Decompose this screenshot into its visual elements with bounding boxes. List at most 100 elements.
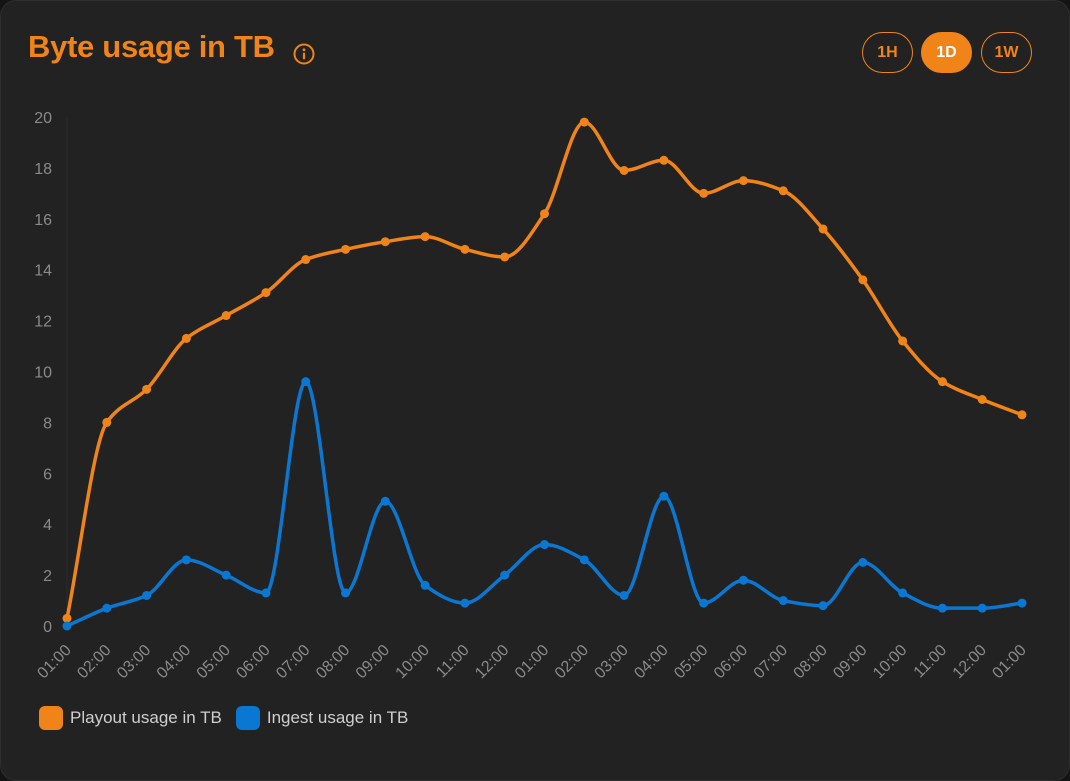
playout-data-point: [898, 336, 908, 346]
info-icon[interactable]: [293, 43, 315, 65]
ingest-data-point: [380, 496, 390, 506]
playout-data-point: [380, 237, 390, 247]
ingest-data-point: [858, 557, 868, 567]
playout-data-point: [221, 311, 231, 321]
ingest-data-point: [261, 588, 271, 598]
y-tick-label: 12: [34, 314, 52, 331]
y-tick-label: 6: [43, 466, 52, 483]
playout-data-point: [619, 165, 629, 175]
x-tick-label: 02:00: [552, 642, 592, 682]
ingest-data-point: [699, 598, 709, 608]
x-tick-label: 04:00: [631, 642, 671, 682]
ingest-data-point: [181, 555, 191, 565]
x-tick-label: 07:00: [273, 642, 313, 682]
x-tick-label: 08:00: [313, 642, 353, 682]
playout-data-point: [540, 209, 549, 219]
x-tick-label: 07:00: [751, 642, 791, 682]
playout-data-point: [142, 384, 152, 394]
ingest-data-point: [62, 621, 72, 631]
legend-item-playout[interactable]: Playout usage in TB: [39, 706, 222, 730]
playout-data-point: [102, 417, 112, 427]
playout-data-point: [420, 232, 430, 242]
x-tick-label: 04:00: [154, 642, 194, 682]
ingest-data-point: [540, 540, 549, 550]
playout-data-point: [579, 117, 589, 127]
playout-data-point: [699, 188, 709, 198]
playout-data-point: [659, 155, 669, 165]
ingest-data-point: [977, 603, 987, 613]
playout-data-point: [858, 275, 868, 285]
playout-data-point: [977, 394, 987, 404]
ingest-series-line: [65, 379, 1024, 628]
x-tick-label: 05:00: [194, 642, 234, 682]
x-tick-label: 10:00: [870, 642, 910, 682]
y-tick-label: 14: [34, 263, 52, 280]
ingest-data-point: [420, 580, 430, 590]
ingest-data-point: [102, 603, 112, 613]
x-tick-label: 05:00: [671, 642, 711, 682]
ingest-data-point: [818, 601, 828, 611]
ingest-data-point: [500, 570, 510, 580]
legend-item-ingest[interactable]: Ingest usage in TB: [235, 706, 409, 730]
x-tick-label: 03:00: [592, 642, 632, 682]
x-tick-label: 12:00: [950, 642, 990, 682]
playout-data-point: [301, 255, 311, 265]
range-1d-button[interactable]: 1D: [921, 32, 972, 73]
x-tick-label: 03:00: [114, 642, 154, 682]
playout-data-point: [778, 186, 788, 196]
y-tick-label: 20: [34, 110, 52, 127]
x-tick-label: 06:00: [233, 642, 273, 682]
y-tick-label: 4: [43, 517, 52, 534]
ingest-data-point: [460, 598, 470, 608]
legend-label-playout: Playout usage in TB: [70, 708, 222, 727]
playout-data-point: [500, 252, 510, 262]
ingest-data-point: [738, 575, 748, 585]
legend-label-ingest: Ingest usage in TB: [266, 708, 409, 727]
y-tick-label: 16: [34, 212, 52, 229]
x-tick-label: 06:00: [711, 642, 751, 682]
y-tick-label: 18: [34, 161, 52, 178]
playout-data-point: [460, 244, 470, 254]
playout-data-point: [1017, 410, 1027, 420]
ingest-data-point: [659, 491, 669, 501]
x-tick-label: 11:00: [433, 642, 473, 682]
ingest-data-point: [221, 570, 231, 580]
range-1w-button[interactable]: 1W: [981, 32, 1032, 73]
playout-data-point: [341, 244, 351, 254]
ingest-data-point: [579, 555, 589, 565]
legend-swatch-ingest: [235, 706, 260, 730]
playout-data-point: [261, 288, 271, 298]
ingest-data-point: [619, 590, 629, 600]
y-tick-label: 10: [34, 365, 52, 382]
playout-data-point: [738, 176, 748, 186]
x-tick-label: 01:00: [34, 642, 74, 682]
x-tick-label: 09:00: [353, 642, 393, 682]
x-tick-label: 01:00: [989, 642, 1029, 682]
y-tick-label: 8: [43, 415, 52, 432]
playout-data-point: [181, 333, 191, 343]
ingest-data-point: [142, 590, 152, 600]
x-tick-label: 12:00: [472, 642, 512, 682]
x-tick-label: 11:00: [911, 642, 951, 682]
chart-legend: Playout usage in TB Ingest usage in TB: [39, 706, 422, 730]
x-tick-label: 02:00: [74, 642, 114, 682]
ingest-data-point: [301, 377, 311, 387]
x-tick-label: 09:00: [830, 642, 870, 682]
ingest-data-point: [341, 588, 351, 598]
ingest-data-point: [898, 588, 908, 598]
playout-data-point: [818, 224, 828, 234]
x-tick-label: 08:00: [791, 642, 831, 682]
y-tick-label: 0: [43, 619, 52, 636]
ingest-data-point: [1017, 598, 1027, 608]
x-tick-label: 01:00: [512, 642, 552, 682]
playout-data-point: [62, 613, 72, 623]
playout-data-point: [937, 377, 947, 387]
x-tick-label: 10:00: [393, 642, 433, 682]
legend-swatch-playout: [39, 706, 63, 730]
range-1h-button[interactable]: 1H: [862, 32, 913, 73]
chart-title: Byte usage in TB: [28, 29, 275, 64]
ingest-data-point: [778, 596, 788, 606]
ingest-data-point: [937, 603, 947, 613]
